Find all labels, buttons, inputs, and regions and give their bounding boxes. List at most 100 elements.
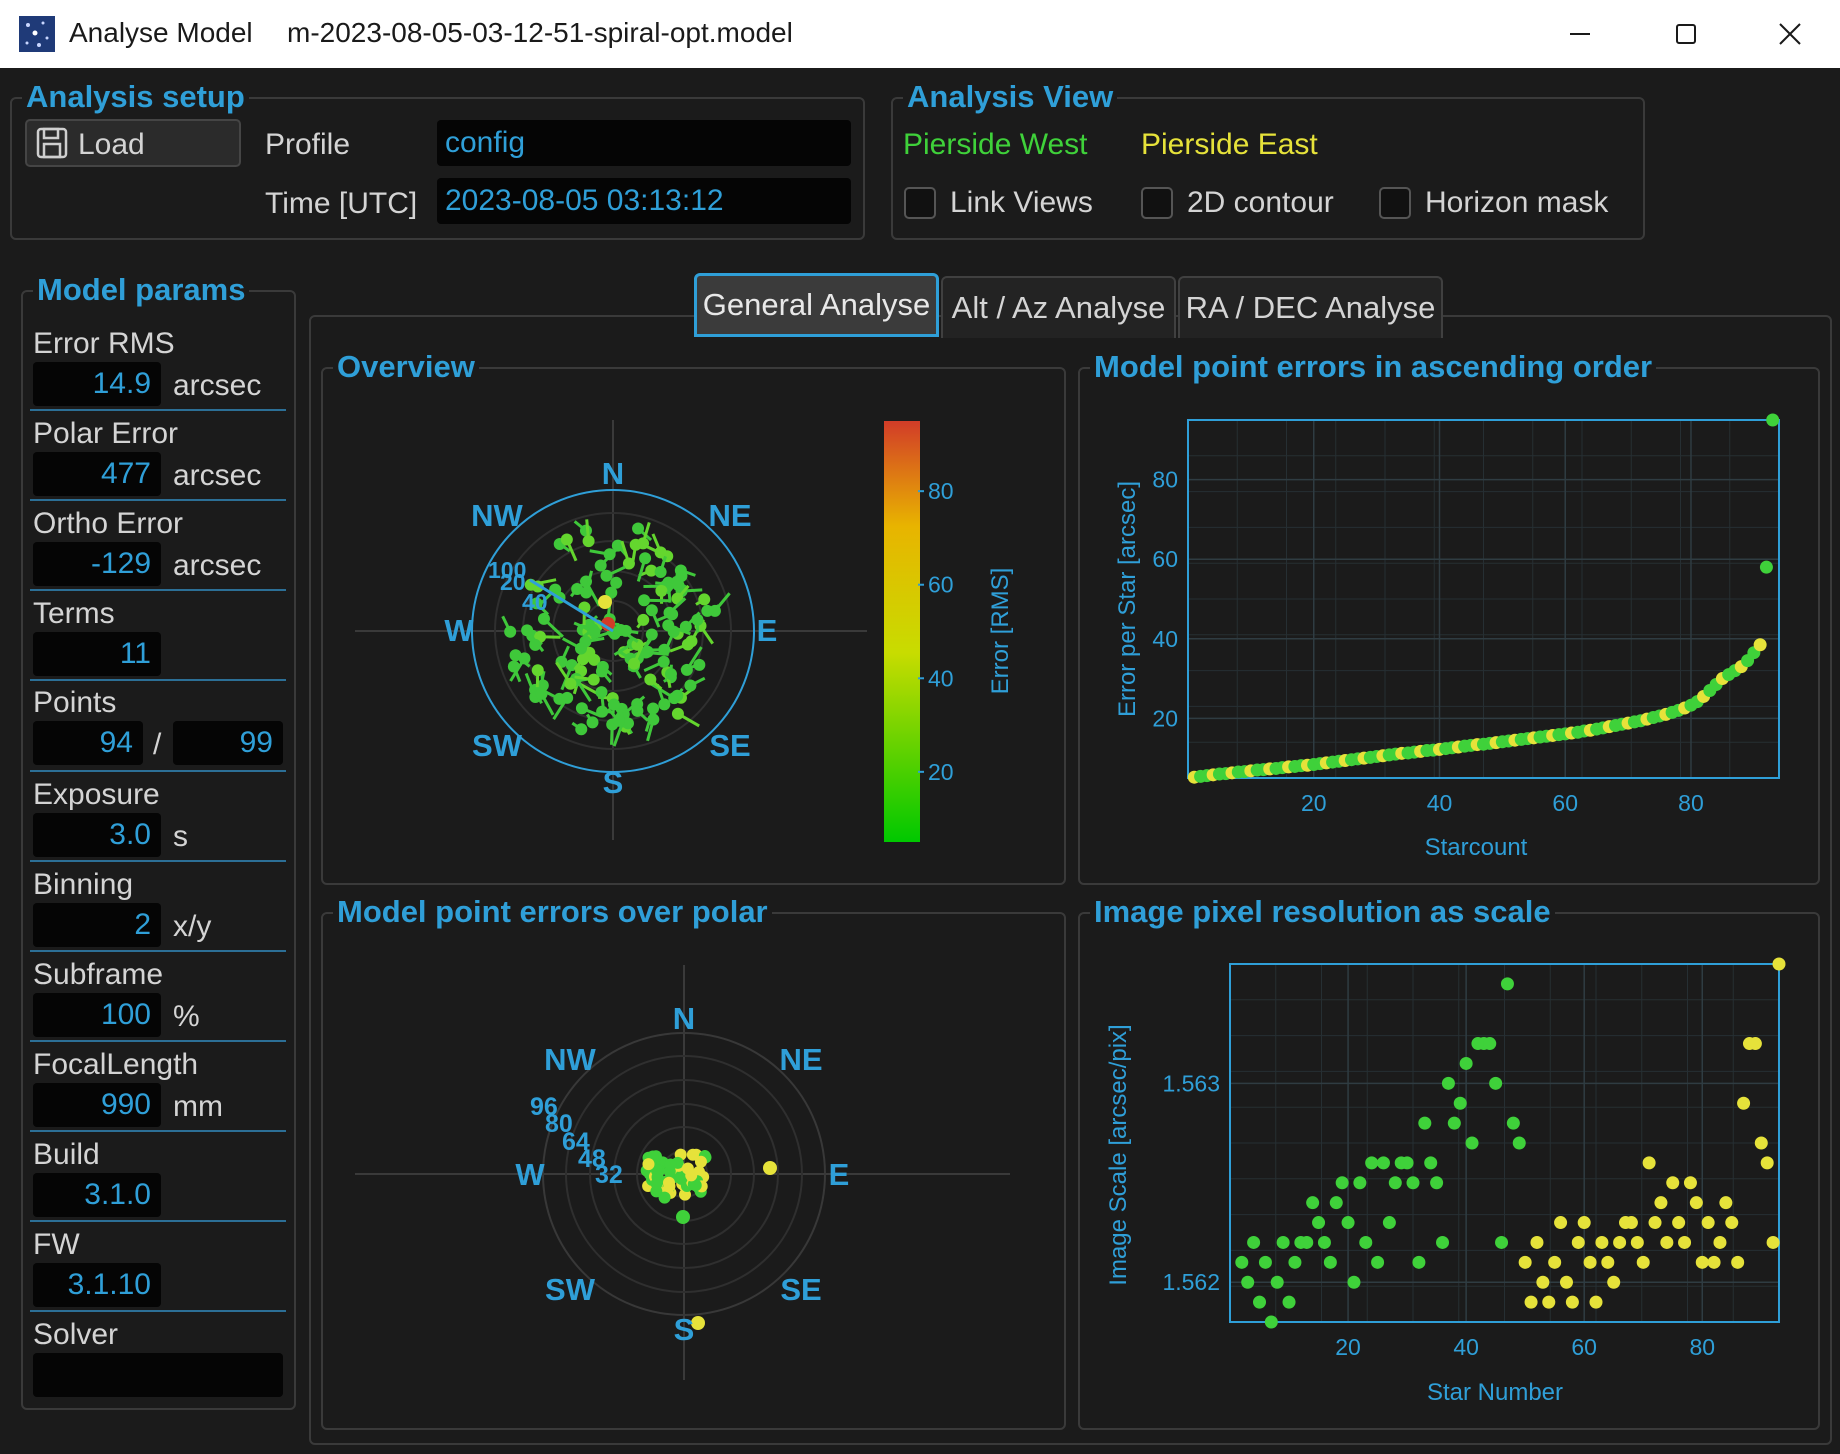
ortho-error-field: -129: [33, 542, 161, 586]
data-point: [1465, 1136, 1479, 1150]
image-scale-chart: 20 40 60 80 1.562 1.563 Star Number Image Sca…: [1105, 957, 1786, 1406]
y-tick-label: 60: [1152, 546, 1178, 572]
subframe-unit: %: [173, 1000, 200, 1033]
y-tick-label: 40: [1152, 626, 1178, 652]
close-button[interactable]: [1740, 0, 1840, 68]
data-point: [1636, 1255, 1650, 1269]
data-point: [1654, 1196, 1668, 1210]
close-icon: [1779, 23, 1801, 45]
data-point: [531, 664, 544, 677]
data-point: [1595, 1235, 1609, 1249]
tab-ra-dec-analyse[interactable]: RA / DEC Analyse: [1178, 276, 1443, 338]
solver-field: [33, 1353, 283, 1397]
data-point: [658, 698, 671, 711]
data-point: [530, 597, 543, 610]
x-tick-label: 40: [1453, 1334, 1479, 1360]
data-point: [675, 569, 688, 582]
data-point: [1707, 1255, 1721, 1269]
data-point: [1666, 1176, 1680, 1190]
data-point: [693, 658, 706, 671]
minimize-button[interactable]: [1530, 0, 1630, 68]
error-rms-label: Error RMS: [33, 327, 175, 360]
x-tick-label: 20: [1335, 1334, 1361, 1360]
data-point: [645, 564, 658, 577]
data-point: [1577, 1216, 1591, 1230]
profile-field[interactable]: config: [437, 120, 851, 166]
data-point: [580, 586, 593, 599]
analysis-view-group: Analysis View: [891, 79, 1645, 240]
ring-label: 96: [530, 1093, 558, 1121]
data-point: [537, 612, 550, 625]
data-point: [642, 1158, 655, 1171]
compass-n: N: [673, 1001, 695, 1036]
colorbar-tick-label: 80: [928, 478, 954, 504]
data-point: [657, 655, 670, 668]
link-views-checkbox[interactable]: Link Views: [904, 186, 1093, 220]
load-button[interactable]: Load: [25, 119, 241, 167]
ascending-errors-title: Model point errors in ascending order: [1090, 349, 1657, 385]
tab-general-analyse[interactable]: General Analyse: [694, 273, 939, 337]
data-point: [694, 1155, 707, 1168]
subframe-field: 100: [33, 993, 161, 1037]
horizon-mask-checkbox[interactable]: Horizon mask: [1379, 186, 1608, 220]
data-point: [1388, 1176, 1402, 1190]
data-point: [638, 594, 651, 607]
divider: [30, 1130, 286, 1132]
terms-field: 11: [33, 632, 161, 676]
data-point: [596, 705, 609, 718]
data-point: [631, 704, 644, 717]
y-tick-label: 20: [1152, 705, 1178, 731]
data-point: [685, 1169, 698, 1182]
points-separator: /: [153, 728, 162, 761]
binning-unit: x/y: [173, 910, 212, 943]
data-point: [1607, 1275, 1621, 1289]
data-point: [662, 619, 675, 632]
checkbox-box: [904, 187, 936, 219]
data-point: [1447, 1116, 1461, 1130]
divider: [30, 950, 286, 952]
contour-2d-checkbox[interactable]: 2D contour: [1141, 186, 1334, 220]
data-point: [1701, 1216, 1715, 1230]
x-tick-label: 20: [1301, 790, 1327, 816]
time-field[interactable]: 2023-08-05 03:13:12: [437, 178, 851, 224]
x-tick-label: 40: [1427, 790, 1453, 816]
maximize-button[interactable]: [1636, 0, 1736, 68]
y-tick-label: 80: [1152, 467, 1178, 493]
scale-grid: [1230, 964, 1779, 1322]
data-point: [1613, 1235, 1627, 1249]
tab-alt-az-analyse[interactable]: Alt / Az Analyse: [941, 276, 1176, 338]
data-point: [691, 1316, 705, 1330]
ascending-ylabel: Error per Star [arcsec]: [1114, 481, 1141, 717]
data-point: [1406, 1176, 1420, 1190]
ascending-plot-frame: [1187, 419, 1780, 779]
data-point: [680, 663, 693, 676]
data-point: [1689, 1196, 1703, 1210]
profile-label: Profile: [265, 128, 351, 161]
data-point: [1288, 1255, 1302, 1269]
data-point: [1559, 1275, 1573, 1289]
model-file-name: m-2023-08-05-03-12-51-spiral-opt.model: [287, 17, 793, 48]
data-point: [1565, 1295, 1579, 1309]
data-point: [658, 1191, 671, 1204]
subframe-label: Subframe: [33, 958, 164, 991]
compass-sw: SW: [545, 1272, 596, 1307]
x-tick-label: 60: [1552, 790, 1578, 816]
compass-e: E: [757, 613, 778, 648]
data-point: [607, 698, 620, 711]
image-scale-title: Image pixel resolution as scale: [1090, 894, 1555, 930]
compass-sw: SW: [472, 728, 523, 763]
data-point: [1483, 1037, 1497, 1051]
ring-label: 32: [595, 1161, 623, 1189]
data-point: [1695, 1255, 1709, 1269]
overview-points: [501, 519, 731, 747]
data-point: [1630, 1235, 1644, 1249]
data-point: [1282, 1295, 1296, 1309]
compass-se: SE: [709, 728, 750, 763]
data-point: [671, 707, 684, 720]
compass-n: N: [602, 456, 624, 491]
data-point: [1317, 1235, 1331, 1249]
data-point: [575, 723, 588, 736]
divider: [30, 679, 286, 681]
focal-length-unit: mm: [173, 1090, 223, 1123]
data-point: [672, 579, 685, 592]
